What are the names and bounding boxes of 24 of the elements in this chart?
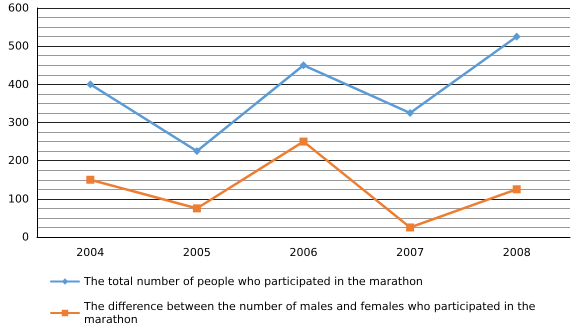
legend-label: The total number of people who participated in the marathon: [83, 275, 423, 288]
y-tick-label: 300: [8, 116, 29, 129]
point: [192, 147, 201, 156]
legend-label: The difference between the number of males and females who participated in the marathon: [83, 300, 539, 326]
x-tick-label: 2004: [76, 246, 104, 259]
point: [192, 204, 201, 212]
point: [86, 176, 94, 184]
point: [300, 61, 308, 70]
point: [512, 32, 521, 41]
x-tick-label: 2007: [396, 246, 424, 259]
point: [512, 185, 521, 194]
y-tick-label: 0: [22, 230, 29, 244]
x-tick-label: 2006: [290, 246, 318, 259]
x-tick-label: 2005: [182, 246, 211, 259]
y-tick-label: 500: [8, 40, 29, 53]
y-tick-label: 400: [8, 78, 29, 91]
y-tick-label: 600: [8, 2, 29, 14]
point: [406, 223, 414, 232]
point: [86, 80, 94, 88]
y-tick-label: 100: [8, 192, 29, 206]
point: [406, 108, 414, 117]
y-tick-label: 200: [8, 154, 29, 168]
point: [300, 138, 308, 146]
x-tick-label: 2008: [502, 246, 531, 259]
